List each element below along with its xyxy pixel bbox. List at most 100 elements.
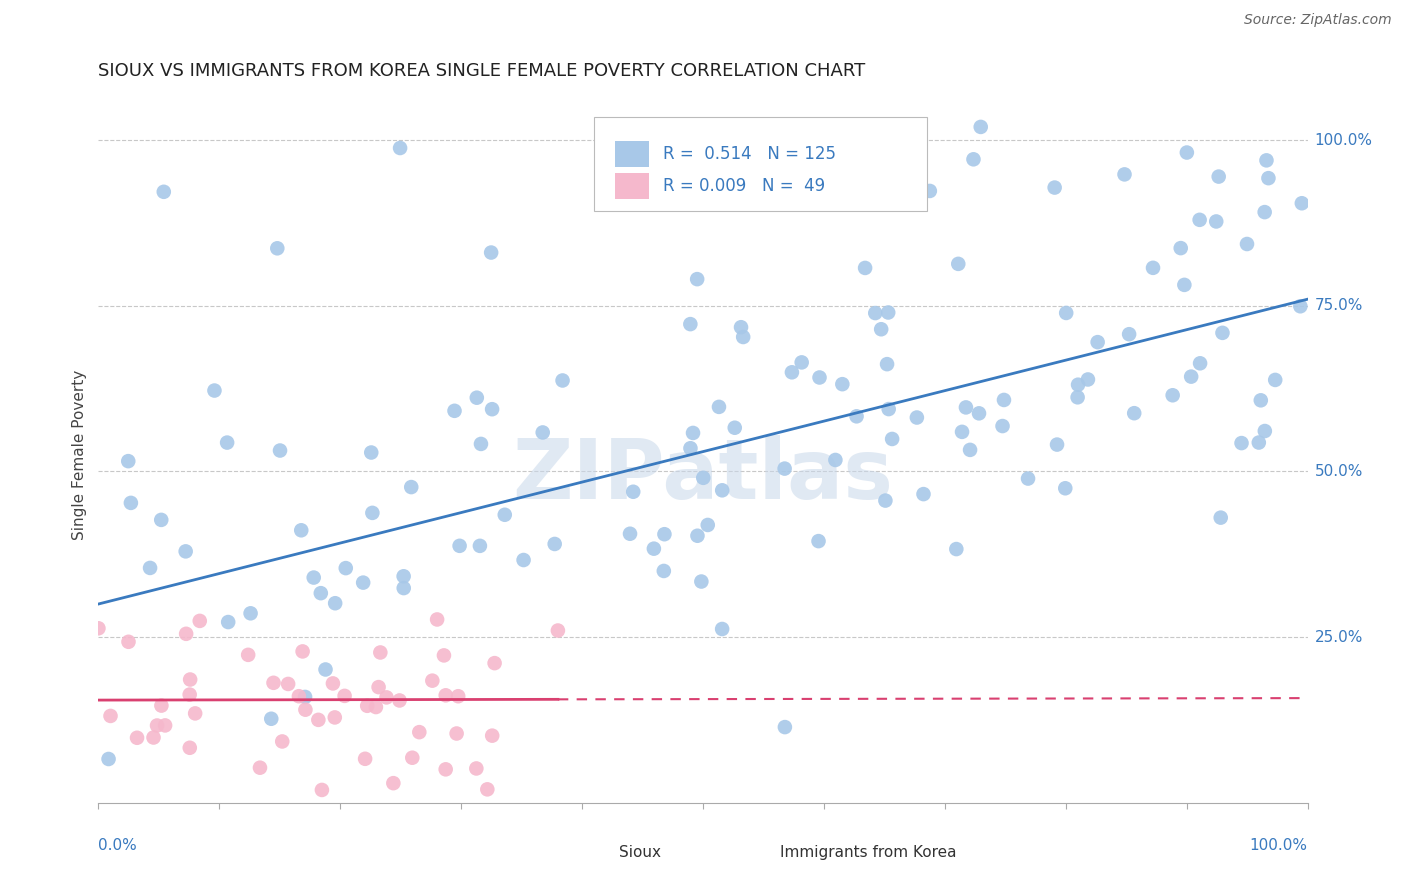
Point	[204, 384, 226, 398]
Point	[955, 401, 977, 415]
Point	[730, 320, 752, 334]
Point	[433, 648, 456, 663]
Point	[249, 761, 271, 775]
Point	[686, 529, 709, 543]
Point	[1236, 237, 1258, 252]
Point	[512, 553, 534, 567]
Point	[773, 720, 796, 734]
Point	[494, 508, 516, 522]
Point	[790, 355, 813, 369]
Point	[370, 645, 392, 659]
Point	[470, 437, 492, 451]
Point	[1114, 167, 1136, 181]
Point	[621, 484, 644, 499]
Point	[100, 709, 122, 723]
Text: 50.0%: 50.0%	[1315, 464, 1362, 479]
Point	[479, 245, 502, 260]
Point	[142, 731, 165, 745]
Text: R = 0.009   N =  49: R = 0.009 N = 49	[664, 178, 825, 195]
Point	[967, 406, 990, 420]
Point	[269, 443, 291, 458]
Point	[824, 453, 846, 467]
Point	[290, 523, 312, 537]
Point	[724, 421, 747, 435]
Point	[877, 402, 900, 417]
Point	[465, 391, 488, 405]
Text: 100.0%: 100.0%	[1250, 838, 1308, 854]
Point	[918, 184, 941, 198]
Point	[260, 712, 283, 726]
Point	[1046, 437, 1069, 451]
Point	[643, 541, 665, 556]
Point	[354, 752, 377, 766]
Point	[1066, 390, 1088, 404]
Point	[882, 432, 904, 446]
Point	[1180, 369, 1202, 384]
Point	[1189, 356, 1212, 370]
Point	[993, 392, 1015, 407]
Text: ZIPatlas: ZIPatlas	[513, 435, 893, 516]
Point	[865, 306, 887, 320]
Point	[382, 776, 405, 790]
Point	[692, 471, 714, 485]
Point	[117, 454, 139, 468]
Point	[323, 710, 346, 724]
Point	[619, 526, 641, 541]
Point	[239, 607, 262, 621]
Point	[434, 689, 457, 703]
Point	[388, 693, 411, 707]
Text: 100.0%: 100.0%	[1315, 133, 1372, 148]
Point	[266, 241, 288, 255]
Point	[360, 445, 382, 459]
Point	[184, 706, 207, 721]
Point	[877, 305, 900, 319]
Point	[831, 377, 853, 392]
Point	[1291, 196, 1313, 211]
Point	[652, 564, 675, 578]
Text: Immigrants from Korea: Immigrants from Korea	[780, 846, 957, 860]
Point	[446, 726, 468, 740]
Point	[356, 698, 378, 713]
Point	[696, 518, 718, 533]
Text: 0.0%: 0.0%	[98, 838, 138, 854]
Point	[875, 493, 897, 508]
Text: R =  0.514   N = 125: R = 0.514 N = 125	[664, 145, 837, 163]
Point	[465, 761, 488, 775]
Point	[97, 752, 120, 766]
Point	[1256, 153, 1278, 168]
Point	[1054, 306, 1077, 320]
Point	[449, 539, 471, 553]
Point	[1142, 260, 1164, 275]
Point	[484, 656, 506, 670]
Point	[271, 734, 294, 748]
Point	[477, 782, 499, 797]
Point	[1175, 145, 1198, 160]
Point	[152, 185, 174, 199]
Point	[1067, 377, 1090, 392]
Point	[1161, 388, 1184, 402]
Text: 75.0%: 75.0%	[1315, 298, 1362, 313]
Bar	[614, 173, 648, 200]
Point	[307, 713, 329, 727]
Text: 25.0%: 25.0%	[1315, 630, 1362, 645]
Point	[1257, 171, 1279, 186]
Point	[399, 480, 422, 494]
Point	[179, 673, 201, 687]
Point	[1043, 180, 1066, 194]
Point	[323, 596, 346, 610]
Point	[364, 700, 387, 714]
Text: Sioux: Sioux	[619, 846, 661, 860]
Point	[352, 575, 374, 590]
Point	[87, 621, 110, 635]
Bar	[614, 141, 648, 167]
Point	[238, 648, 260, 662]
Point	[711, 483, 734, 498]
Point	[288, 690, 311, 704]
Point	[551, 374, 574, 388]
Point	[117, 635, 139, 649]
Point	[408, 725, 430, 739]
Point	[780, 365, 803, 379]
Point	[1170, 241, 1192, 255]
Point	[1087, 335, 1109, 350]
Point	[434, 762, 457, 776]
